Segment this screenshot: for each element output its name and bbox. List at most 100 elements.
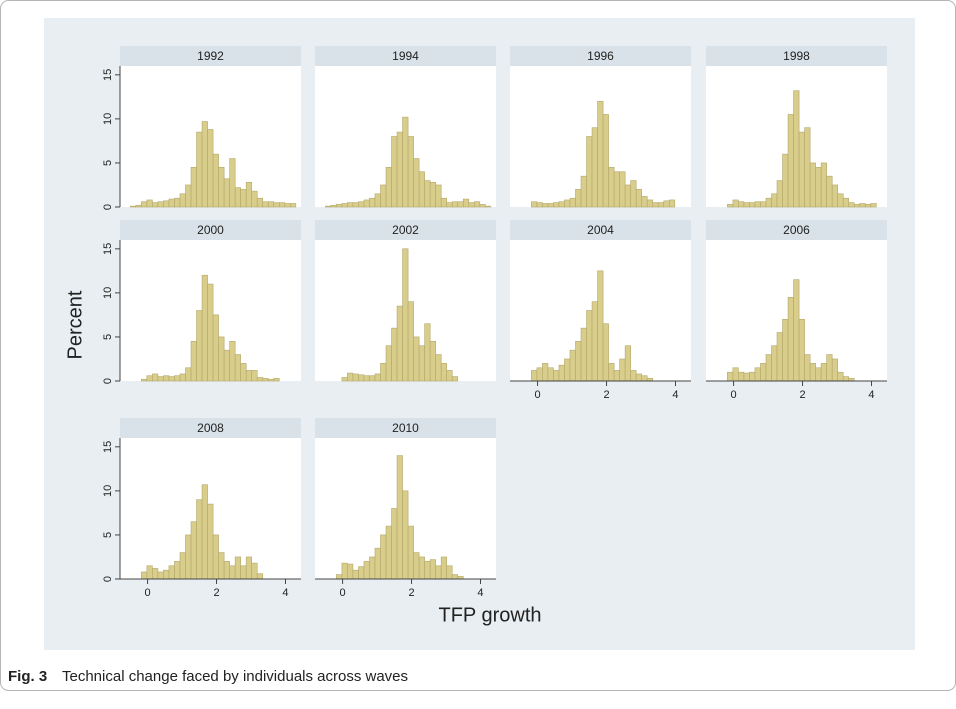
- histogram-bar: [668, 199, 676, 208]
- histogram-bar: [240, 363, 247, 382]
- histogram-bar: [424, 561, 431, 580]
- histogram-bar: [479, 204, 486, 208]
- x-tick-label: 4: [282, 587, 288, 599]
- histogram-bar: [234, 187, 241, 208]
- histogram-bar: [380, 184, 387, 208]
- histogram-bar: [341, 377, 348, 382]
- histogram-bar: [440, 363, 447, 382]
- histogram-bar: [749, 371, 756, 382]
- histogram-bar: [826, 175, 833, 208]
- histogram-bar: [152, 568, 159, 580]
- histogram-bar: [352, 373, 359, 382]
- histogram-bar: [391, 508, 398, 580]
- histogram-bar: [591, 301, 598, 382]
- histogram-bar: [374, 373, 381, 382]
- histogram-bar: [290, 203, 297, 208]
- histogram-bar: [201, 484, 208, 580]
- panel-title: 1992: [197, 49, 224, 63]
- panel-title: 1998: [783, 49, 810, 63]
- histogram-bar: [820, 363, 827, 382]
- histogram-bar: [468, 202, 475, 208]
- histogram-bar: [435, 354, 442, 382]
- panel-title: 2006: [783, 223, 810, 237]
- x-tick-label: 0: [340, 587, 346, 599]
- histogram-bar: [787, 296, 794, 382]
- histogram-bar: [732, 367, 739, 382]
- histogram-bar: [564, 358, 571, 382]
- histogram-bar: [793, 90, 800, 208]
- panel-header: [510, 46, 691, 66]
- y-tick-label: 5: [102, 334, 114, 340]
- y-tick-label: 15: [102, 243, 114, 255]
- histogram-bar: [363, 561, 370, 580]
- histogram-bar: [859, 203, 866, 208]
- histogram-bar: [174, 197, 181, 208]
- histogram-bar: [754, 367, 761, 382]
- histogram-bar: [141, 378, 148, 382]
- x-tick-label: 2: [603, 389, 609, 401]
- histogram-bar: [196, 310, 203, 382]
- x-tick-label: 4: [868, 389, 874, 401]
- histogram-bar: [624, 345, 631, 382]
- panel-header: [706, 46, 887, 66]
- histogram-bar: [168, 376, 175, 382]
- histogram-bar: [542, 363, 549, 382]
- histogram-bar: [749, 202, 756, 208]
- histogram-bar: [267, 378, 275, 382]
- histogram-bar: [407, 136, 414, 208]
- histogram-bar: [646, 199, 654, 208]
- histogram-bar: [837, 193, 844, 208]
- histogram-bar: [848, 202, 855, 208]
- histogram-bar: [190, 521, 197, 580]
- histogram-bar: [782, 153, 789, 208]
- x-axis-label: TFP growth: [439, 604, 542, 626]
- histogram-bar: [207, 283, 214, 382]
- histogram-bar: [635, 189, 642, 208]
- histogram-bar: [798, 319, 805, 382]
- histogram-bar: [256, 377, 264, 382]
- panel-title: 2000: [197, 223, 224, 237]
- histogram-bar: [613, 171, 620, 208]
- histogram-bar: [251, 370, 258, 382]
- histogram-bar: [212, 153, 219, 208]
- histogram-bar: [429, 341, 436, 382]
- histogram-bar: [793, 279, 800, 382]
- histogram-bar: [547, 367, 554, 382]
- histogram-bar: [207, 503, 214, 580]
- histogram-bar: [641, 196, 648, 208]
- histogram-bar: [380, 363, 387, 382]
- panel-header: [510, 220, 691, 240]
- histogram-bar: [251, 190, 258, 208]
- histogram-bar: [842, 197, 850, 208]
- panel-title: 2002: [392, 223, 419, 237]
- histogram-bar: [531, 370, 538, 382]
- histogram-bar: [440, 556, 447, 580]
- histogram-bar: [385, 167, 392, 208]
- histogram-bar: [831, 358, 838, 382]
- histogram-bar: [429, 182, 436, 208]
- x-tick-label: 2: [408, 587, 414, 599]
- histogram-bar: [229, 565, 236, 580]
- histogram-bar: [174, 375, 181, 382]
- histogram-bar: [652, 202, 659, 208]
- histogram-bar: [163, 375, 170, 382]
- histogram-bar: [141, 201, 148, 208]
- histogram-bar: [842, 376, 850, 382]
- x-tick-label: 2: [799, 389, 805, 401]
- histogram-bar: [234, 556, 241, 580]
- histogram-bar: [201, 274, 208, 382]
- histogram-bar: [635, 373, 642, 382]
- histogram-bar: [396, 455, 403, 580]
- histogram-bar: [657, 202, 665, 208]
- y-tick-label: 5: [102, 532, 114, 538]
- histogram-bar: [776, 332, 783, 382]
- histogram-bar: [754, 201, 761, 208]
- histogram-bar: [619, 171, 626, 208]
- histogram-bar: [663, 200, 670, 208]
- histogram-bar: [580, 327, 587, 382]
- histogram-bar: [141, 571, 148, 580]
- histogram-bar: [727, 204, 734, 208]
- histogram-bar: [760, 363, 767, 382]
- histogram-bar: [864, 204, 872, 208]
- histogram-bar: [218, 167, 225, 208]
